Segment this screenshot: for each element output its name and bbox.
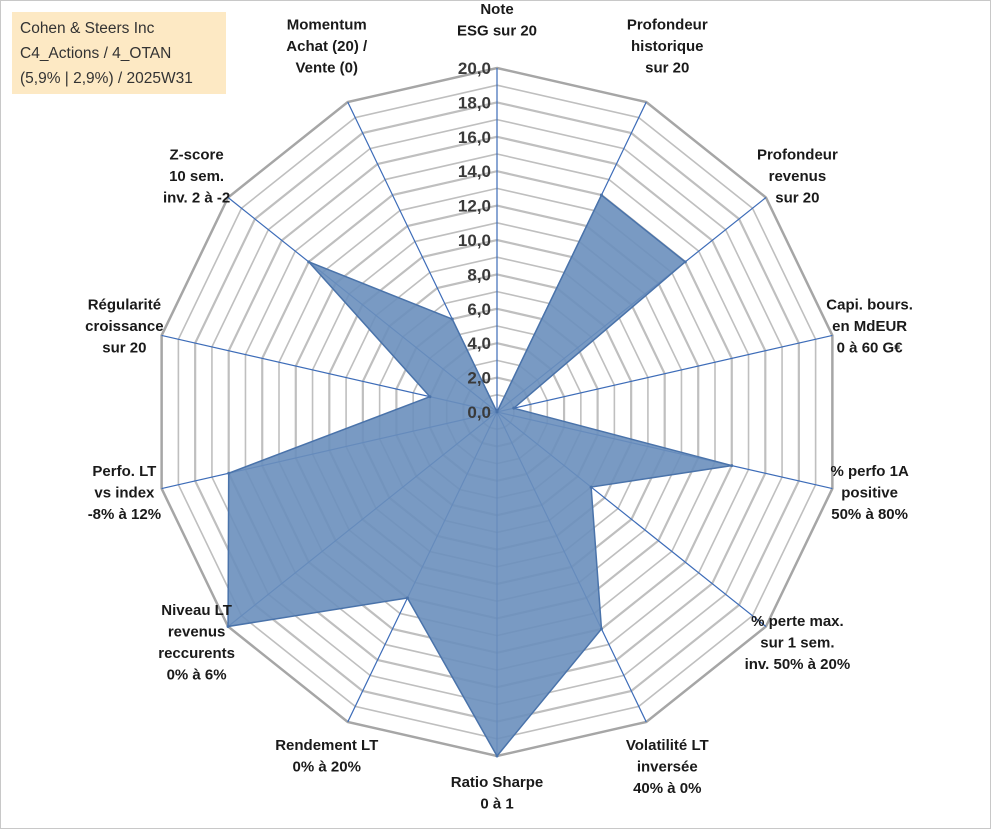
- axis-label-line: Vente (0): [295, 60, 358, 77]
- axis-label-line: vs index: [94, 484, 155, 501]
- axis-label: Profondeur historique sur 20: [627, 17, 708, 77]
- axis-label-line: 0 à 60 G€: [837, 340, 904, 357]
- data-point: [495, 410, 499, 414]
- tick-label: 16,0: [458, 128, 491, 147]
- axis-label-line: revenus: [168, 624, 226, 641]
- data-point: [495, 754, 499, 758]
- data-point: [599, 193, 603, 197]
- axis-label-line: 0% à 20%: [293, 758, 361, 775]
- data-point: [683, 260, 687, 264]
- data-point: [226, 624, 230, 628]
- axis-label-line: ESG sur 20: [457, 23, 537, 40]
- axis-label-line: historique: [631, 38, 704, 55]
- axis-label: Profondeur revenus sur 20: [757, 147, 838, 207]
- data-point: [512, 406, 516, 410]
- axis-label-line: reccurents: [158, 645, 235, 662]
- axis-label-line: sur 20: [645, 60, 689, 77]
- axis-label-line: positive: [841, 484, 898, 501]
- axis-label-line: Note: [480, 1, 513, 18]
- axis-label: Rendement LT 0% à 20%: [275, 737, 378, 776]
- data-point: [589, 485, 593, 489]
- axis-label-line: 10 sem.: [169, 168, 224, 185]
- axis-label-line: Perfo. LT: [92, 463, 156, 480]
- axis-label-line: 0% à 6%: [167, 667, 227, 684]
- axis-label: Volatilité LT inversée 40% à 0%: [626, 737, 709, 797]
- tick-label: 20,0: [458, 59, 491, 78]
- axis-label: Niveau LT revenus reccurents 0% à 6%: [158, 602, 235, 684]
- axis-label-line: en MdEUR: [832, 318, 907, 335]
- axis-label-line: % perte max.: [751, 613, 844, 630]
- axis-label-line: revenus: [769, 168, 827, 185]
- axis-label-line: Volatilité LT: [626, 737, 709, 754]
- axis-label-line: Rendement LT: [275, 737, 378, 754]
- axis-label-line: sur 20: [102, 340, 146, 357]
- axis-label: Note ESG sur 20: [457, 1, 537, 40]
- info-box: Cohen & Steers Inc C4_Actions / 4_OTAN (…: [12, 12, 226, 94]
- axis-label-line: sur 20: [775, 190, 819, 207]
- tick-label: 2,0: [467, 369, 491, 388]
- axis-label-line: -8% à 12%: [88, 506, 161, 523]
- data-point: [307, 260, 311, 264]
- axis-label-line: sur 1 sem.: [760, 634, 834, 651]
- tick-label: 6,0: [467, 300, 491, 319]
- axis-label: Perfo. LT vs index -8% à 12%: [88, 463, 161, 523]
- axis-label-line: Niveau LT: [161, 602, 232, 619]
- axis-label-line: Z-score: [170, 147, 224, 164]
- axis-label-line: Régularité: [88, 297, 161, 314]
- axis-label: Momentum Achat (20) / Vente (0): [286, 17, 368, 77]
- info-stats: (5,9% | 2,9%) / 2025W31: [20, 70, 193, 87]
- info-category: C4_Actions / 4_OTAN: [20, 45, 172, 62]
- data-point: [450, 317, 454, 321]
- tick-label: 14,0: [458, 162, 491, 181]
- axis-label-line: Profondeur: [757, 147, 838, 164]
- tick-label: 10,0: [458, 231, 491, 250]
- tick-label: 18,0: [458, 93, 491, 112]
- axis-label: % perte max. sur 1 sem. inv. 50% à 20%: [745, 613, 851, 673]
- info-company: Cohen & Steers Inc: [20, 20, 155, 37]
- axis-label-line: Profondeur: [627, 17, 708, 34]
- data-point: [428, 395, 432, 399]
- axis-label: Z-score 10 sem. inv. 2 à -2: [163, 147, 230, 207]
- tick-label: 0,0: [467, 403, 491, 422]
- axis-label-line: 50% à 80%: [831, 506, 908, 523]
- axis-label-line: inv. 2 à -2: [163, 190, 230, 207]
- axis-label-line: 40% à 0%: [633, 780, 701, 797]
- axis-label-line: inv. 50% à 20%: [745, 656, 851, 673]
- data-point: [405, 596, 409, 600]
- axis-label: Capi. bours. en MdEUR 0 à 60 G€: [826, 297, 913, 357]
- axis-label-line: Capi. bours.: [826, 297, 913, 314]
- axis-label-line: inversée: [637, 758, 698, 775]
- axis-label: Ratio Sharpe 0 à 1: [451, 774, 544, 813]
- axis-label-line: croissance: [85, 318, 163, 335]
- axis-spoke: [496, 334, 833, 413]
- data-point: [730, 464, 734, 468]
- axis-label-line: Achat (20) /: [286, 38, 368, 55]
- axis-label-line: 0 à 1: [480, 796, 513, 813]
- axis-label-line: % perfo 1A: [830, 463, 909, 480]
- tick-label: 12,0: [458, 197, 491, 216]
- data-point: [227, 471, 231, 475]
- axis-label: Régularité croissance sur 20: [85, 297, 163, 357]
- tick-label: 8,0: [467, 265, 491, 284]
- tick-label: 4,0: [467, 334, 491, 353]
- axis-label-line: Momentum: [287, 17, 367, 34]
- data-point: [599, 627, 603, 631]
- axis-label: % perfo 1A positive 50% à 80%: [830, 463, 909, 523]
- axis-label-line: Ratio Sharpe: [451, 774, 544, 791]
